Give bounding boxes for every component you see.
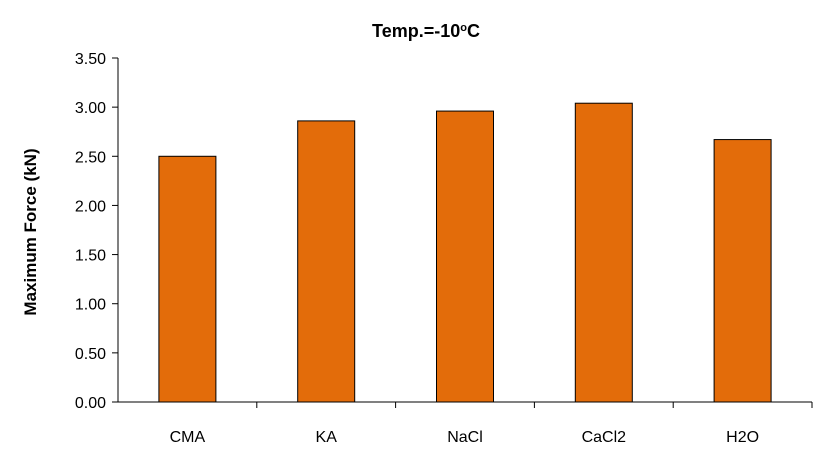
y-tick-label: 2.00 (75, 198, 106, 215)
x-tick-label: CMA (170, 429, 206, 446)
bar-nacl (436, 110, 494, 403)
bar-cacl2 (574, 102, 633, 403)
x-tick-label: CaCl2 (582, 429, 627, 446)
x-axis-ticks: CMA KA NaCl CaCl2 H2O (170, 402, 813, 446)
y-tick-label: 0.50 (75, 346, 106, 363)
y-tick-label: 1.50 (75, 248, 106, 265)
y-tick-label: 3.00 (75, 100, 106, 117)
y-tick-label: 0.00 (75, 395, 106, 412)
bar-cma (158, 155, 217, 403)
x-tick-label: KA (316, 429, 338, 446)
bar-h2o (713, 139, 772, 403)
bar-ka (297, 120, 356, 403)
y-tick-label: 1.00 (75, 297, 106, 314)
bars (158, 102, 772, 403)
y-tick-label: 3.50 (75, 51, 106, 68)
chart-title: Temp.=-10oC (372, 21, 480, 41)
x-tick-label: NaCl (447, 429, 483, 446)
y-axis-ticks: 0.00 0.50 1.00 1.50 2.00 2.50 3.00 3.50 (75, 51, 118, 412)
y-axis-label: Maximum Force (kN) (21, 148, 40, 315)
x-tick-label: H2O (726, 429, 759, 446)
y-tick-label: 2.50 (75, 149, 106, 166)
